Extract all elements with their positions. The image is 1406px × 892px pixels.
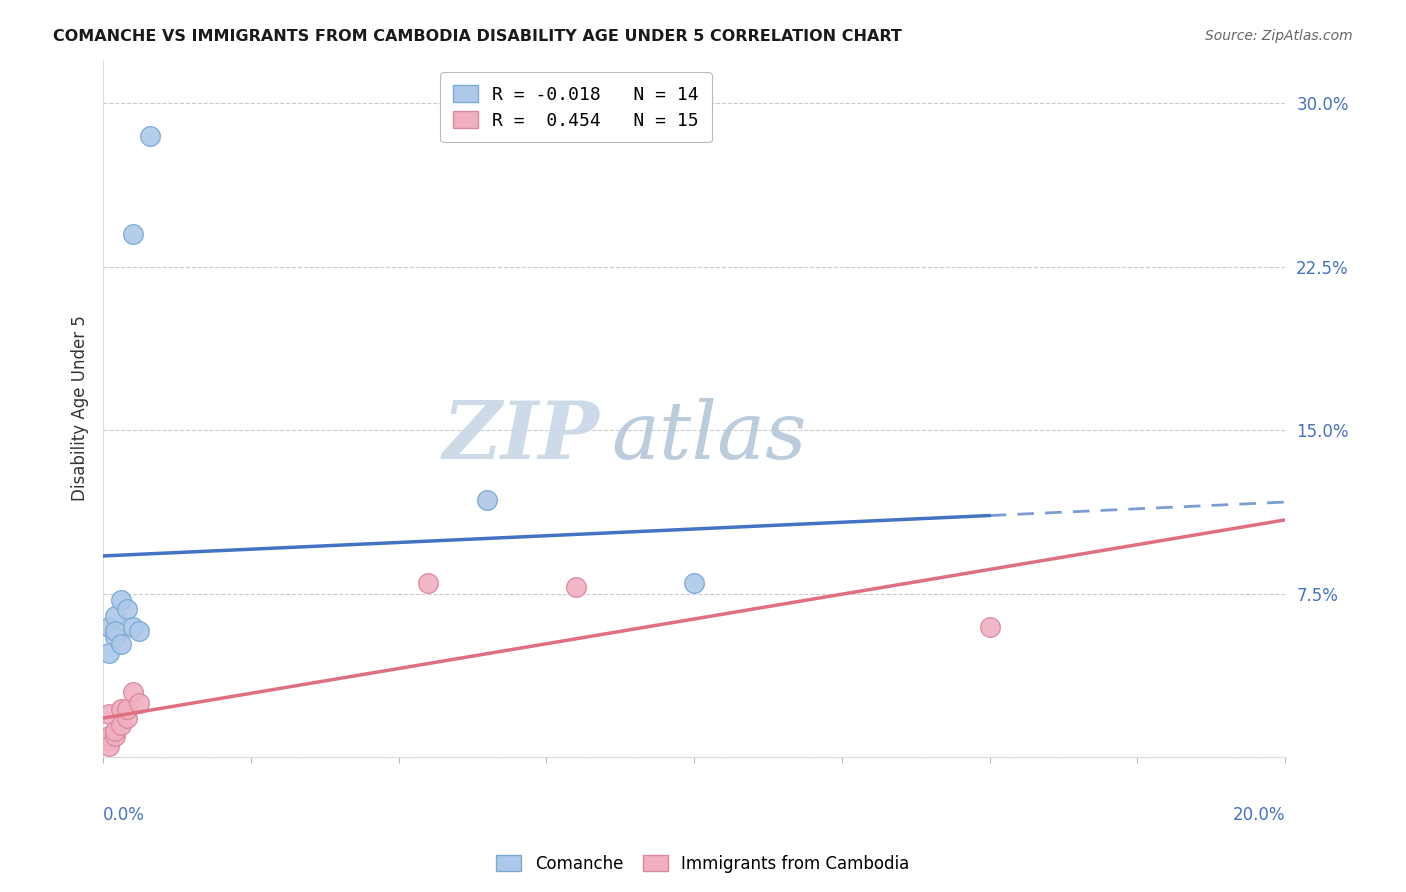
Point: [98, 646, 121, 660]
Point: [110, 593, 132, 607]
Text: 20.0%: 20.0%: [1233, 806, 1285, 824]
Point: [98, 739, 121, 754]
Point: [104, 624, 127, 638]
Point: [979, 619, 1001, 633]
Point: [110, 637, 132, 651]
Text: Source: ZipAtlas.com: Source: ZipAtlas.com: [1205, 29, 1353, 43]
Point: [110, 702, 132, 716]
Point: [110, 717, 132, 731]
Point: [128, 624, 150, 638]
Point: [565, 580, 588, 594]
Point: [477, 493, 499, 508]
Point: [98, 619, 121, 633]
Point: [418, 576, 440, 591]
Point: [98, 733, 121, 747]
Point: [104, 724, 127, 739]
Point: [104, 608, 127, 623]
Point: [98, 729, 121, 743]
Point: [121, 227, 143, 241]
Y-axis label: Disability Age Under 5: Disability Age Under 5: [72, 316, 89, 501]
Point: [128, 696, 150, 710]
Legend: R = -0.018   N = 14, R =  0.454   N = 15: R = -0.018 N = 14, R = 0.454 N = 15: [440, 72, 711, 142]
Point: [683, 576, 706, 591]
Point: [121, 619, 143, 633]
Point: [115, 702, 138, 716]
Point: [139, 128, 162, 143]
Point: [104, 729, 127, 743]
Text: atlas: atlas: [612, 398, 807, 475]
Text: ZIP: ZIP: [443, 398, 599, 475]
Point: [115, 711, 138, 725]
Point: [115, 602, 138, 616]
Text: COMANCHE VS IMMIGRANTS FROM CAMBODIA DISABILITY AGE UNDER 5 CORRELATION CHART: COMANCHE VS IMMIGRANTS FROM CAMBODIA DIS…: [53, 29, 903, 44]
Point: [104, 631, 127, 645]
Point: [98, 706, 121, 721]
Text: 0.0%: 0.0%: [103, 806, 145, 824]
Legend: Comanche, Immigrants from Cambodia: Comanche, Immigrants from Cambodia: [489, 848, 917, 880]
Point: [121, 685, 143, 699]
